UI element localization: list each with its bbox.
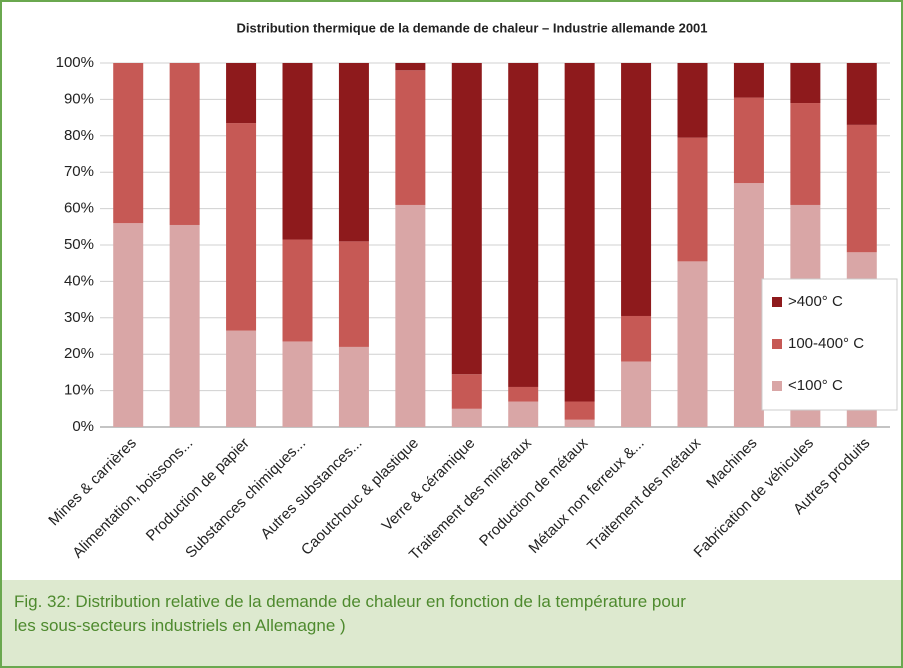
bar-segment — [621, 361, 652, 427]
bar-segment — [564, 419, 595, 427]
bar-segment — [113, 223, 144, 427]
bar-segment — [508, 63, 539, 387]
y-tick-label: 80% — [64, 127, 94, 144]
chart-title: Distribution thermique de la demande de … — [236, 20, 707, 35]
bar-segment — [621, 315, 652, 362]
x-tick-label: Production de papier — [143, 435, 253, 545]
y-tick-label: 90% — [64, 90, 94, 107]
bar-segment — [564, 63, 595, 402]
bar-segment — [395, 204, 426, 427]
bar-segment — [282, 341, 313, 427]
bar-segment — [508, 401, 539, 427]
legend-label: >400° C — [788, 293, 843, 310]
legend-swatch — [772, 381, 782, 391]
legend-box — [761, 278, 898, 411]
bar-segment — [733, 183, 764, 427]
bar-segment — [395, 70, 426, 205]
y-tick-label: 20% — [64, 345, 94, 362]
bar-segment — [338, 241, 369, 347]
x-tick-label: Machines — [703, 435, 760, 492]
y-tick-label: 0% — [72, 418, 94, 435]
chart: Distribution thermique de la demande de … — [45, 20, 898, 564]
x-tick-label: Verre & céramique — [379, 435, 479, 535]
bar-segment — [846, 63, 877, 125]
bar-segment — [621, 63, 652, 316]
bar-segment — [226, 63, 257, 124]
bar-segment — [790, 103, 821, 205]
bar-segment — [282, 239, 313, 342]
y-tick-label: 70% — [64, 163, 94, 180]
bar-segment — [226, 123, 257, 331]
bar-segment — [790, 63, 821, 104]
bar-segment — [677, 63, 708, 138]
bar-segment — [451, 63, 482, 375]
y-tick-label: 50% — [64, 236, 94, 253]
bar-segment — [733, 97, 764, 184]
bar-segment — [564, 401, 595, 420]
bar-segment — [451, 374, 482, 409]
bar-segment — [169, 224, 200, 427]
caption-line: Fig. 32: Distribution relative de la dem… — [14, 592, 686, 611]
y-tick-label: 40% — [64, 272, 94, 289]
bar-segment — [226, 330, 257, 427]
legend-label: 100-400° C — [788, 335, 864, 352]
x-tick-label: Traitement des métaux — [584, 434, 704, 554]
bar-segment — [508, 386, 539, 402]
bar-segment — [677, 261, 708, 427]
x-tick-label: Autres substances... — [257, 435, 365, 543]
x-tick-label: Production de métaux — [476, 434, 592, 550]
y-tick-label: 10% — [64, 382, 94, 399]
bar-segment — [677, 137, 708, 262]
bar-segment — [846, 124, 877, 253]
legend-swatch — [772, 297, 782, 307]
bar-segment — [282, 63, 313, 240]
legend-swatch — [772, 339, 782, 349]
caption: Fig. 32: Distribution relative de la dem… — [2, 580, 901, 666]
y-tick-label: 60% — [64, 200, 94, 217]
bar-segment — [338, 346, 369, 427]
bar-segment — [395, 63, 426, 71]
x-tick-label: Métaux non ferreux &... — [525, 435, 647, 557]
bar-segment — [733, 63, 764, 98]
bar-segment — [338, 63, 369, 242]
bar-segment — [113, 63, 144, 224]
bar-segment — [451, 408, 482, 427]
y-tick-label: 30% — [64, 309, 94, 326]
legend-label: <100° C — [788, 377, 843, 394]
bar-segment — [169, 63, 200, 225]
caption-line: les sous-secteurs industriels en Allemag… — [14, 616, 346, 635]
y-tick-label: 100% — [56, 54, 94, 71]
